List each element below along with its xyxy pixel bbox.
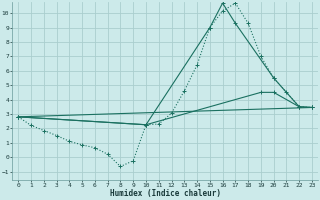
- X-axis label: Humidex (Indice chaleur): Humidex (Indice chaleur): [110, 189, 220, 198]
